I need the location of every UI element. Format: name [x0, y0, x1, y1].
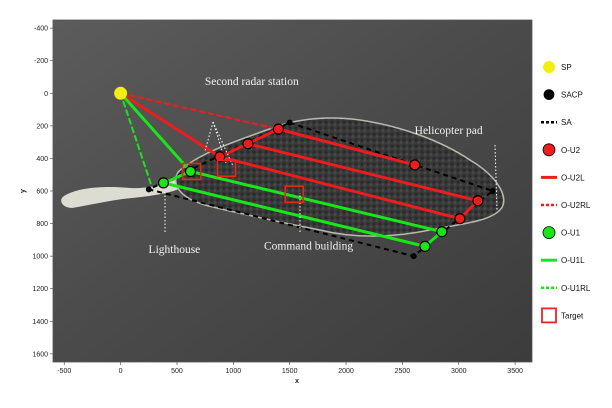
legend-label: SA [561, 118, 572, 127]
x-tick-label: 0 [119, 368, 123, 375]
y-tick-label: -200 [34, 58, 48, 65]
target-marker [284, 185, 304, 204]
annotation-label: Lighthouse [149, 244, 201, 256]
y-tick-label: 1400 [32, 319, 48, 326]
target-marker [181, 162, 202, 181]
y-tick-label: 800 [36, 221, 48, 228]
o-u2-point [214, 151, 226, 163]
sacp-point [410, 253, 417, 260]
axis-ticks: -500 0 500 1000 1500 2000 2500 3000 3500-400-200… [32, 26, 523, 375]
x-tick-label: 2000 [338, 368, 354, 375]
aerial-photo-background [53, 20, 532, 362]
legend-label: SACP [561, 91, 583, 100]
o-u1l-line [119, 91, 193, 173]
y-tick-label: 400 [36, 156, 48, 163]
sacp-point [145, 186, 152, 193]
o-u1-point [436, 226, 448, 238]
y-tick-label: 1000 [32, 254, 48, 261]
sacp-point [489, 188, 496, 194]
marker-points [114, 86, 496, 260]
o-u2-point [454, 213, 466, 225]
legend-swatch [542, 226, 556, 240]
legend-label: O-U2L [561, 173, 585, 182]
annotation-pointer [204, 121, 214, 152]
annotations: Second radar station Helicopter pad Lighth… [149, 76, 498, 256]
y-tick-label: 200 [36, 123, 48, 130]
legend-item-sp: SP [543, 61, 572, 73]
o-u1l-line [189, 169, 444, 234]
legend-label: O-U2RL [561, 201, 591, 210]
annotation-label: Helicopter pad [415, 125, 483, 137]
legend-label: O-U1L [561, 256, 585, 265]
annotation-pointer [494, 144, 498, 211]
sp-point [114, 86, 128, 100]
legend-swatch [543, 61, 555, 73]
legend-item-target: Target [541, 307, 584, 324]
x-tick-label: 3000 [451, 368, 467, 375]
y-tick-label: 1600 [32, 351, 48, 358]
o-u2-point [472, 195, 484, 207]
legend: SP SACP SA O-U2 O-U2L O-U2RL O-U1 O-U1L O-U1RL Ta… [541, 61, 591, 324]
legend-item-o-u2: O-U2 [542, 143, 581, 157]
x-tick-label: 1000 [226, 368, 242, 375]
o-u2l-line [276, 127, 417, 167]
y-tick-label: -400 [34, 26, 48, 33]
legend-item-o-u2rl: O-U2RL [541, 201, 591, 210]
legend-item-o-u1rl: O-U1RL [541, 284, 591, 293]
o-u1-point [184, 165, 197, 178]
sacp-point [286, 119, 293, 126]
x-tick-label: 500 [171, 368, 183, 375]
legend-item-o-u1: O-U1 [542, 226, 581, 240]
o-u2-point [242, 138, 254, 150]
o-u1l-line [161, 181, 427, 248]
o-u2rl-line [119, 92, 280, 131]
legend-item-sa: SA [541, 118, 572, 127]
o-u1-point [419, 240, 431, 252]
x-axis-title: x [295, 378, 299, 385]
y-tick-label: 0 [44, 91, 48, 98]
o-u2l-line [246, 142, 480, 203]
annotation-pointer [212, 121, 234, 167]
legend-swatch [543, 89, 555, 100]
legend-item-o-u1l: O-U1L [541, 256, 585, 265]
y-tick-label: 1200 [32, 286, 48, 293]
o-u2-point [409, 159, 421, 171]
legend-swatch [542, 143, 556, 157]
legend-label: SP [561, 63, 572, 72]
legend-label: Target [561, 311, 584, 320]
legend-label: O-U1 [561, 229, 581, 238]
target-marker [216, 159, 237, 177]
x-tick-label: -500 [57, 368, 71, 375]
y-axis-title: y [20, 189, 27, 193]
y-tick-label: 600 [36, 189, 48, 196]
x-tick-label: 3500 [507, 368, 523, 375]
o-u1rl-line [119, 92, 153, 186]
annotation-label: Second radar station [205, 76, 299, 88]
o-u2l-line [119, 91, 222, 159]
o-u2-point [272, 123, 285, 135]
o-u2l-line [218, 155, 462, 221]
legend-label: O-U2 [561, 146, 581, 155]
annotation-label: Command building [264, 241, 353, 253]
legend-item-o-u2l: O-U2L [541, 173, 585, 182]
x-tick-label: 2500 [395, 368, 411, 375]
o-u1-point [157, 177, 170, 189]
sand-spit [61, 178, 186, 208]
legend-swatch [541, 307, 557, 324]
legend-item-sacp: SACP [543, 89, 583, 100]
x-tick-label: 1500 [282, 368, 298, 375]
legend-label: O-U1RL [561, 284, 591, 293]
